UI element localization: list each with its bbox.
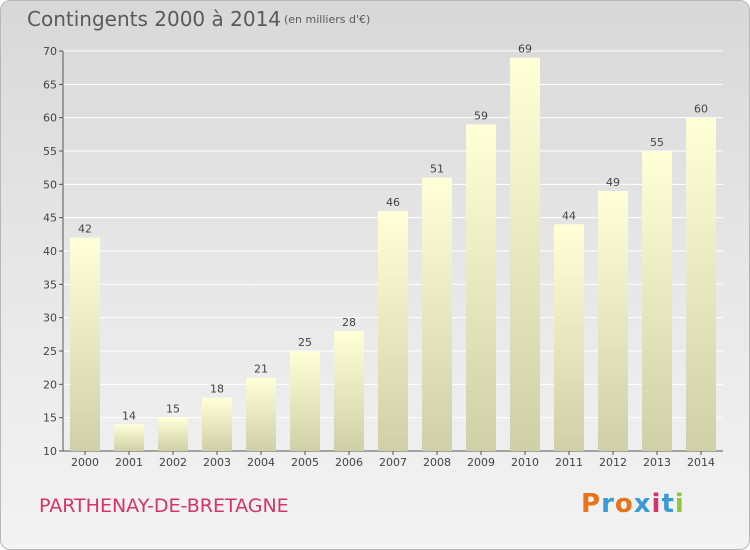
logo-letter: t (661, 489, 675, 519)
bar (598, 191, 628, 451)
x-tick-label: 2005 (291, 456, 319, 469)
x-tick-label: 2011 (555, 456, 583, 469)
y-tick-label: 10 (43, 445, 57, 458)
data-label: 49 (606, 176, 620, 189)
x-tick-label: 2000 (71, 456, 99, 469)
data-label: 46 (386, 196, 400, 209)
bars (70, 57, 716, 452)
x-tick-label: 2009 (467, 456, 495, 469)
axes: 10 15 20 25 30 35 40 45 50 55 60 65 70 (43, 45, 723, 458)
x-tick-label: 2008 (423, 456, 451, 469)
bar (554, 224, 584, 451)
y-tick-label: 30 (43, 312, 57, 325)
bar (70, 237, 100, 451)
logo-letter: i (651, 489, 662, 519)
bar (686, 117, 716, 452)
logo-letter: x (633, 489, 652, 519)
data-label: 42 (78, 223, 92, 236)
bar (642, 151, 672, 451)
x-tick-label: 2004 (247, 456, 275, 469)
y-tick-label: 45 (43, 212, 57, 225)
data-label: 21 (254, 363, 268, 376)
x-tick-label: 2013 (643, 456, 671, 469)
bar (114, 424, 144, 451)
x-tick-label: 2002 (159, 456, 187, 469)
x-tick-label: 2010 (511, 456, 539, 469)
data-label: 28 (342, 316, 356, 329)
bar (510, 57, 540, 452)
bar (466, 124, 496, 451)
chart-subtitle: (en milliers d'€) (284, 13, 371, 26)
bar (202, 397, 232, 451)
logo-letter: P (581, 489, 602, 519)
y-tick-label: 25 (43, 345, 57, 358)
y-tick-label: 70 (43, 45, 57, 58)
data-label: 60 (694, 103, 708, 116)
data-label: 55 (650, 136, 664, 149)
bar (422, 177, 452, 451)
bar (246, 377, 276, 451)
data-label: 69 (518, 43, 532, 56)
x-tick-label: 2007 (379, 456, 407, 469)
bar (334, 331, 364, 451)
bar (158, 417, 188, 451)
data-label: 59 (474, 109, 488, 122)
y-tick-label: 15 (43, 412, 57, 425)
logo-letter: i (674, 489, 685, 519)
x-tick-label: 2001 (115, 456, 143, 469)
data-label: 44 (562, 209, 576, 222)
commune-name: PARTHENAY-DE-BRETAGNE (39, 495, 289, 517)
y-tick-label: 35 (43, 278, 57, 291)
data-label: 51 (430, 163, 444, 176)
y-tick-label: 20 (43, 378, 57, 391)
logo-letter: o (614, 489, 634, 519)
data-label: 18 (210, 383, 224, 396)
proxiti-logo[interactable]: Proxiti (581, 489, 685, 519)
x-tick-label: 2012 (599, 456, 627, 469)
y-tick-label: 55 (43, 145, 57, 158)
logo-letter: r (601, 489, 615, 519)
data-label: 14 (122, 409, 136, 422)
y-tick-label: 40 (43, 245, 57, 258)
x-tick-label: 2006 (335, 456, 363, 469)
y-tick-label: 65 (43, 78, 57, 91)
bar (378, 211, 408, 451)
x-tick-label: 2003 (203, 456, 231, 469)
data-label: 15 (166, 403, 180, 416)
chart-title: Contingents 2000 à 2014 (27, 7, 282, 31)
data-label: 25 (298, 336, 312, 349)
y-tick-label: 60 (43, 112, 57, 125)
labels: 2000 42 2001 14 2002 15 2003 18 2004 21 2005 25 2006… (71, 43, 715, 469)
x-tick-label: 2014 (687, 456, 715, 469)
bar (290, 351, 320, 451)
y-tick-label: 50 (43, 178, 57, 191)
